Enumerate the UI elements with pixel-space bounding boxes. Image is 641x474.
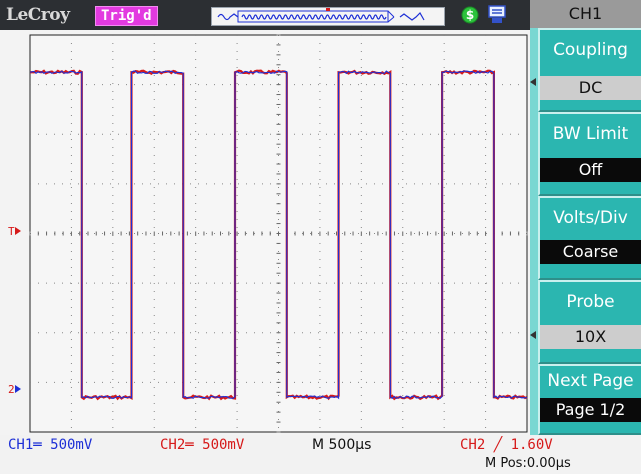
memory-waveform-icon bbox=[217, 8, 425, 23]
horizontal-position-readout: M Pos:0.00μs bbox=[485, 456, 571, 471]
waveform-plot: T 2 bbox=[8, 34, 528, 433]
channel-ground-marker[interactable]: 2 bbox=[8, 383, 21, 396]
coupling-value: DC bbox=[540, 76, 641, 100]
channel-marker-label: 2 bbox=[8, 383, 15, 396]
svg-text:$: $ bbox=[466, 8, 474, 22]
usb-device-icon bbox=[488, 5, 506, 23]
bw-limit-value: Off bbox=[540, 158, 641, 182]
waveform-display[interactable]: T 2 bbox=[0, 30, 530, 435]
trigger-level-marker[interactable]: T bbox=[8, 225, 21, 238]
bottom-status-bar: CH1═ 500mV CH2═ 500mV M 500μs CH2 ╱ 1.60… bbox=[0, 435, 641, 474]
run-status-icon: $ bbox=[461, 6, 479, 24]
probe-pointer-icon bbox=[530, 331, 536, 339]
menu-title: CH1 bbox=[530, 0, 641, 28]
probe-button[interactable]: Probe 10X bbox=[538, 280, 641, 364]
coupling-button[interactable]: Coupling DC bbox=[538, 28, 641, 112]
graticule-grid bbox=[29, 34, 528, 433]
probe-value: 10X bbox=[540, 325, 641, 349]
trigger-arrow-icon bbox=[15, 227, 21, 235]
memory-position-bar[interactable] bbox=[211, 7, 445, 26]
brand-logo: LeCroy bbox=[6, 5, 70, 25]
trigger-status-badge: Trig'd bbox=[95, 6, 158, 26]
page-indicator: Page 1/2 bbox=[540, 398, 641, 422]
trigger-level-readout: CH2 ╱ 1.60V bbox=[460, 437, 553, 453]
volts-div-value: Coarse bbox=[540, 240, 641, 264]
bw-limit-label: BW Limit bbox=[552, 124, 629, 144]
probe-label: Probe bbox=[566, 292, 615, 312]
ch1-trace bbox=[29, 70, 528, 400]
volts-div-button[interactable]: Volts/Div Coarse bbox=[538, 196, 641, 280]
volts-div-label: Volts/Div bbox=[553, 208, 628, 228]
coupling-label: Coupling bbox=[553, 40, 628, 60]
next-page-label: Next Page bbox=[547, 371, 634, 391]
coupling-pointer-icon bbox=[530, 78, 536, 86]
channel-arrow-icon bbox=[15, 385, 21, 393]
channel-menu: CH1 Coupling DC BW Limit Off Volts/Div C… bbox=[530, 0, 641, 435]
trigger-marker-label: T bbox=[8, 225, 15, 238]
bw-limit-button[interactable]: BW Limit Off bbox=[538, 112, 641, 196]
top-status-bar: LeCroy Trig'd $ bbox=[0, 0, 530, 30]
next-page-button[interactable]: Next Page Page 1/2 bbox=[538, 364, 641, 435]
timebase-readout: M 500μs bbox=[312, 437, 372, 453]
ch2-scale-readout: CH2═ 500mV bbox=[160, 437, 245, 453]
ch1-scale-readout: CH1═ 500mV bbox=[8, 437, 93, 453]
